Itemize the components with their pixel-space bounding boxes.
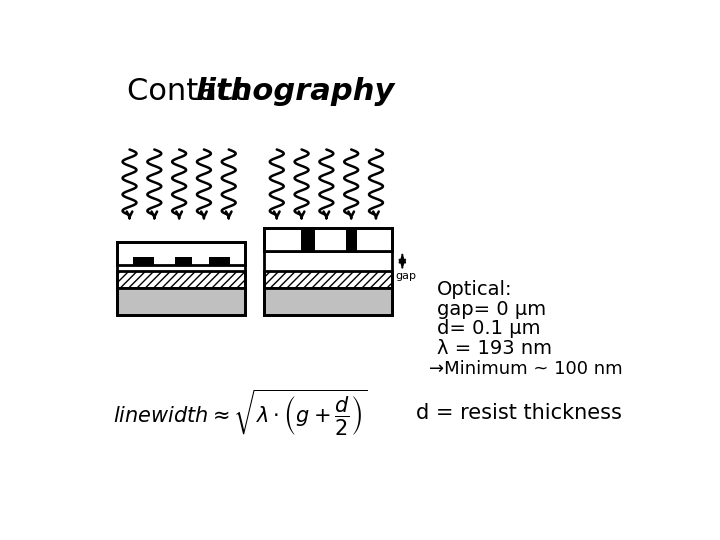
Text: lithography: lithography	[195, 77, 395, 106]
Text: d= 0.1 μm: d= 0.1 μm	[437, 320, 541, 339]
Bar	[266, 228, 301, 251]
Bar	[264, 288, 392, 315]
Bar	[357, 228, 391, 251]
Text: Contact: Contact	[127, 77, 256, 106]
Bar	[264, 228, 392, 251]
Text: λ = 193 nm: λ = 193 nm	[437, 340, 552, 359]
Text: →Minimum ~ 100 nm: →Minimum ~ 100 nm	[429, 360, 623, 378]
Bar	[264, 271, 392, 288]
Bar	[117, 288, 245, 315]
Text: Optical:: Optical:	[437, 280, 513, 299]
Bar	[315, 228, 346, 251]
Text: $\mathit{linewidth} \approx \sqrt{\lambda \cdot \left(g + \dfrac{d}{2}\right)}$: $\mathit{linewidth} \approx \sqrt{\lambd…	[113, 388, 368, 438]
Text: gap= 0 μm: gap= 0 μm	[437, 300, 546, 319]
Bar	[264, 228, 392, 251]
Bar	[117, 242, 245, 265]
Bar	[209, 257, 230, 265]
Bar	[175, 257, 192, 265]
Bar	[132, 257, 154, 265]
Bar	[117, 271, 245, 288]
Text: gap: gap	[396, 271, 417, 281]
Bar	[264, 228, 392, 315]
Bar	[117, 242, 245, 315]
Text: d = resist thickness: d = resist thickness	[415, 403, 621, 423]
